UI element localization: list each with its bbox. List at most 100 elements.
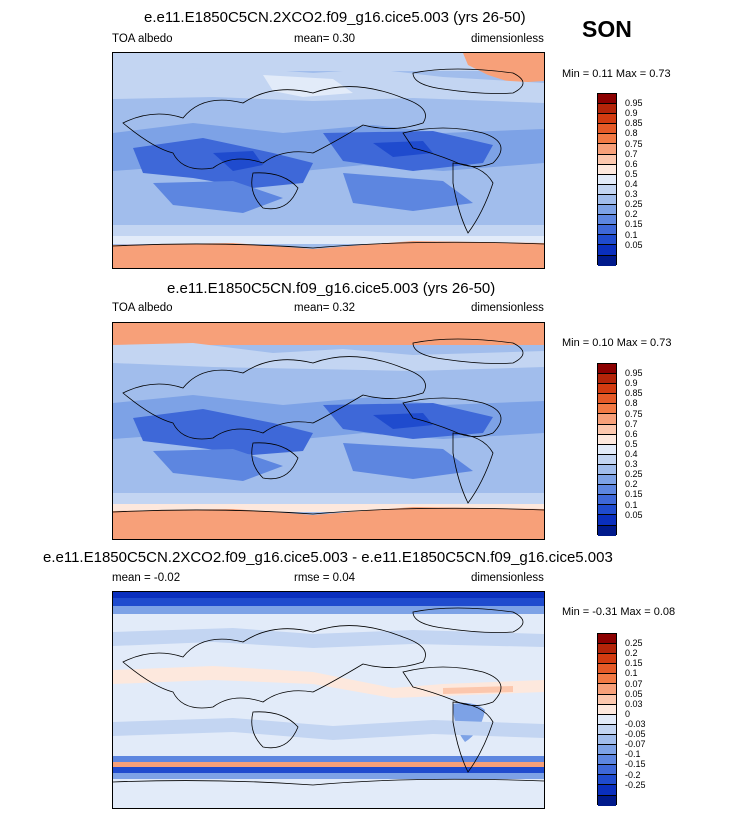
- colorbar-swatch: [598, 765, 616, 776]
- colorbar-label: 0.9: [625, 108, 638, 118]
- colorbar-label: 0.5: [625, 439, 638, 449]
- colorbar-label: 0.85: [625, 118, 643, 128]
- colorbar-label: 0.07: [625, 679, 643, 689]
- colorbar-label: 0.4: [625, 449, 638, 459]
- colorbar-swatch: [598, 495, 616, 506]
- colorbar-swatch: [598, 174, 616, 185]
- colorbar-swatch: [598, 485, 616, 496]
- colorbar-label: 0.5: [625, 169, 638, 179]
- colorbar-swatch: [598, 134, 616, 145]
- colorbar-swatch: [598, 154, 616, 165]
- colorbar-swatch: [598, 464, 616, 476]
- colorbar-label: 0.3: [625, 189, 638, 199]
- panel2-map: [112, 322, 545, 540]
- colorbar-swatch: [598, 644, 616, 655]
- colorbar-label: 0.25: [625, 199, 643, 209]
- colorbar-swatch: [598, 755, 616, 766]
- panel3-colorbar: [597, 633, 617, 806]
- colorbar-label: 0.4: [625, 179, 638, 189]
- colorbar-label: 0.6: [625, 429, 638, 439]
- colorbar-label: 0.15: [625, 658, 643, 668]
- colorbar-label: 0.05: [625, 689, 643, 699]
- colorbar-label: 0.95: [625, 98, 643, 108]
- colorbar-swatch: [598, 404, 616, 415]
- colorbar-label: 0.1: [625, 668, 638, 678]
- panel1-minmax: Min = 0.11 Max = 0.73: [562, 68, 671, 80]
- colorbar-swatch: [598, 424, 616, 435]
- colorbar-swatch: [598, 104, 616, 115]
- colorbar-swatch: [598, 694, 616, 705]
- colorbar-swatch: [598, 124, 616, 135]
- colorbar-label: 0.2: [625, 209, 638, 219]
- colorbar-swatch: [598, 785, 616, 796]
- colorbar-swatch: [598, 704, 616, 715]
- colorbar-label: 0.25: [625, 469, 643, 479]
- colorbar-swatch: [598, 114, 616, 125]
- colorbar-swatch: [598, 795, 616, 806]
- panel3-minmax: Min = -0.31 Max = 0.08: [562, 606, 676, 618]
- colorbar-swatch: [598, 475, 616, 486]
- colorbar-label: 0.8: [625, 398, 638, 408]
- colorbar-swatch: [598, 215, 616, 226]
- colorbar-swatch: [598, 674, 616, 685]
- panel1-mean-label: mean= 0.30: [294, 33, 356, 45]
- colorbar-label: 0.03: [625, 699, 643, 709]
- colorbar-swatch: [598, 634, 616, 645]
- colorbar-swatch: [598, 144, 616, 155]
- colorbar-swatch: [598, 734, 616, 746]
- colorbar-label: 0.85: [625, 388, 643, 398]
- panel2-colorbar: [597, 363, 617, 536]
- colorbar-swatch: [598, 505, 616, 516]
- panel3-map: [112, 591, 545, 809]
- colorbar-swatch: [598, 724, 616, 735]
- panel1-units-label: dimensionless: [471, 33, 544, 45]
- colorbar-swatch: [598, 94, 616, 105]
- colorbar-label: 0.1: [625, 500, 638, 510]
- colorbar-label: 0.2: [625, 479, 638, 489]
- colorbar-swatch: [598, 414, 616, 425]
- colorbar-swatch: [598, 714, 616, 725]
- panel2-variable-label: TOA albedo: [112, 302, 173, 314]
- colorbar-swatch: [598, 454, 616, 465]
- panel1-title: e.e11.E1850C5CN.2XCO2.f09_g16.cice5.003 …: [144, 9, 526, 26]
- panel3-mean-label: mean = -0.02: [112, 572, 181, 584]
- season-label: SON: [582, 16, 632, 42]
- colorbar-swatch: [598, 194, 616, 206]
- colorbar-swatch: [598, 245, 616, 256]
- colorbar-label: 0.05: [625, 240, 643, 250]
- colorbar-label: -0.1: [625, 749, 641, 759]
- panel1-map: [112, 52, 545, 269]
- colorbar-swatch: [598, 664, 616, 675]
- colorbar-label: 0.8: [625, 128, 638, 138]
- panel3-title: e.e11.E1850C5CN.2XCO2.f09_g16.cice5.003 …: [43, 549, 613, 566]
- panel2-mean-label: mean= 0.32: [294, 302, 356, 314]
- panel3-units-label: dimensionless: [471, 572, 544, 584]
- colorbar-swatch: [598, 374, 616, 385]
- colorbar-swatch: [598, 384, 616, 395]
- panel1-colorbar: [597, 93, 617, 266]
- colorbar-swatch: [598, 255, 616, 266]
- colorbar-label: 0.1: [625, 230, 638, 240]
- colorbar-label: 0.75: [625, 139, 643, 149]
- colorbar-swatch: [598, 364, 616, 375]
- colorbar-label: -0.03: [625, 719, 646, 729]
- colorbar-label: 0.3: [625, 459, 638, 469]
- colorbar-label: 0.6: [625, 159, 638, 169]
- colorbar-swatch: [598, 394, 616, 405]
- colorbar-label: 0.95: [625, 368, 643, 378]
- colorbar-label: 0.9: [625, 378, 638, 388]
- colorbar-label: 0.7: [625, 419, 638, 429]
- colorbar-swatch: [598, 775, 616, 786]
- colorbar-swatch: [598, 205, 616, 216]
- panel2-title: e.e11.E1850C5CN.f09_g16.cice5.003 (yrs 2…: [167, 280, 496, 297]
- colorbar-label: -0.15: [625, 759, 646, 769]
- colorbar-label: 0: [625, 709, 631, 719]
- colorbar-label: 0.7: [625, 149, 638, 159]
- colorbar-swatch: [598, 184, 616, 195]
- colorbar-label: 0.15: [625, 489, 643, 499]
- panel1-variable-label: TOA albedo: [112, 33, 173, 45]
- colorbar-swatch: [598, 164, 616, 175]
- colorbar-label: -0.2: [625, 770, 641, 780]
- colorbar-label: 0.2: [625, 648, 638, 658]
- colorbar-label: -0.05: [625, 729, 646, 739]
